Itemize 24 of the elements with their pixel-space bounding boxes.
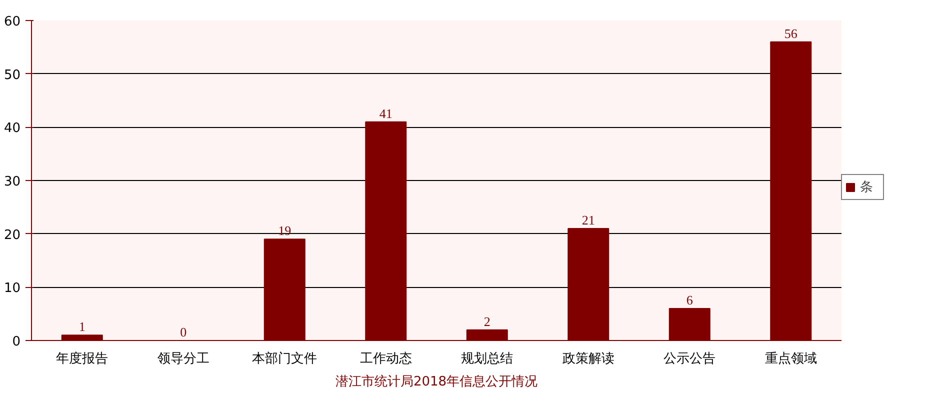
data-label: 2 bbox=[484, 314, 490, 329]
y-tick-label: 40 bbox=[4, 121, 21, 136]
x-tick-label: 公示公告 bbox=[664, 352, 716, 366]
y-tick-label: 60 bbox=[4, 14, 21, 30]
x-tick-label: 政策解读 bbox=[562, 352, 614, 366]
data-label: 21 bbox=[582, 212, 595, 228]
y-tick-label: 10 bbox=[4, 281, 21, 296]
x-tick-label: 本部门文件 bbox=[252, 350, 318, 366]
data-label: 1 bbox=[78, 319, 86, 334]
data-label: 56 bbox=[784, 26, 798, 41]
x-tick-label: 规划总结 bbox=[461, 352, 514, 366]
y-tick-label: 20 bbox=[4, 228, 21, 243]
data-label: 6 bbox=[686, 292, 694, 308]
legend-label: 条 bbox=[860, 179, 874, 196]
x-tick-label: 重点领域 bbox=[764, 352, 817, 366]
y-tick-label: 50 bbox=[4, 68, 21, 83]
data-label: 0 bbox=[180, 324, 187, 340]
y-tick-label: 30 bbox=[4, 174, 21, 190]
x-axis-title: 潜江市统计局2018年信息公开情况 bbox=[335, 374, 538, 390]
x-tick-label: 领导分工 bbox=[157, 352, 210, 366]
x-tick-label: 年度报告 bbox=[56, 350, 108, 366]
y-tick-label: 0 bbox=[12, 334, 21, 350]
x-tick-label: 工作动态 bbox=[360, 352, 412, 366]
data-label: 41 bbox=[379, 106, 392, 121]
